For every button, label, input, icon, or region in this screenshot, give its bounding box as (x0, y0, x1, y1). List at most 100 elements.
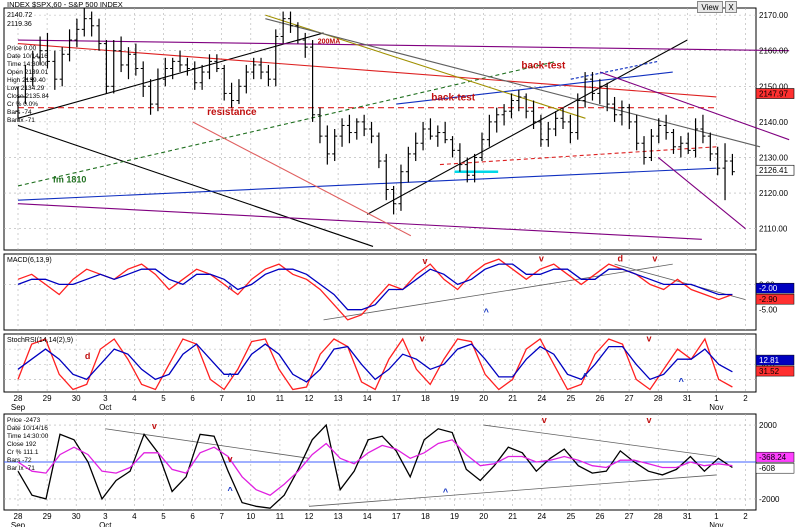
macd-tick-label: -5.00 (759, 306, 778, 315)
bottom-badge-text: -608 (759, 464, 776, 473)
info-box-line: Open 2139.01 (7, 69, 49, 76)
price-badge (755, 164, 795, 176)
upper-date-axis-day-label: 19 (450, 394, 459, 403)
bottom-annotation: v (542, 415, 547, 425)
trend-line (17, 60, 557, 187)
grid-layer (3, 7, 757, 511)
lower-date-axis-day-label: 18 (421, 512, 430, 521)
macd-annotation: v (422, 256, 427, 266)
lower-date-axis-month-label: Oct (99, 521, 112, 527)
info-box-line: Close 2135.84 (7, 93, 49, 100)
stoch-annotation: ^ (679, 376, 685, 386)
text-layer: back-test back-test resistance 200MA fm 1810… (7, 0, 685, 497)
trend-lines-layer (17, 14, 790, 507)
lower-date-axis-day-label: 3 (103, 512, 108, 521)
price-bars-layer (15, 8, 735, 215)
upper-date-axis-day-label: 6 (190, 394, 195, 403)
bottom-annotation: v (647, 415, 652, 425)
price-annotation: back-test (431, 93, 476, 104)
upper-date-axis-day-label: 25 (566, 394, 575, 403)
chart-title: INDEX $SPX,60 - S&P 500 INDEX (7, 0, 123, 9)
bottom-info-line: Time 14:30:00 (7, 433, 49, 440)
trend-line (265, 18, 761, 148)
upper-date-axis-day-label: 24 (537, 394, 546, 403)
bottom-annotation: v (152, 421, 157, 431)
lower-date-axis-day-label: 14 (363, 512, 372, 521)
upper-date-axis-day-label: 12 (305, 394, 314, 403)
upper-date-axis-month-label: Sep (11, 403, 26, 412)
upper-date-axis-day-label: 3 (103, 394, 108, 403)
trend-line (17, 39, 790, 52)
lower-date-axis-day-label: 10 (246, 512, 255, 521)
lower-date-axis-day-label: 2 (743, 512, 748, 521)
bottom-annotation: ^ (443, 487, 449, 497)
price-annotation: back-test (521, 61, 566, 72)
price-tick-label: 2110.00 (759, 225, 788, 234)
lower-date-axis-month-label: Nov (709, 521, 723, 527)
bottom-trend-line (105, 428, 310, 459)
macd-badge-text: -2.00 (759, 284, 778, 293)
lower-date-axis-day-label: 25 (566, 512, 575, 521)
lower-date-axis-day-label: 5 (161, 512, 166, 521)
bottom-trend-line (483, 424, 717, 457)
bottom-annotation: v (228, 454, 233, 464)
lower-date-axis-day-label: 20 (479, 512, 488, 521)
upper-date-axis-day-label: 14 (363, 394, 372, 403)
bottom-badge (755, 451, 795, 463)
macd-signal-line (17, 263, 733, 311)
price-badge (755, 88, 795, 99)
bottom-info-line: Bar lx -71 (7, 465, 35, 472)
bottom-badge (755, 462, 795, 474)
price-tick-label: 2120.00 (759, 189, 788, 198)
bottom-oscillator-line (17, 423, 733, 509)
upper-date-axis-day-label: 4 (132, 394, 137, 403)
lower-date-axis-day-label: 11 (276, 512, 285, 521)
upper-date-axis-day-label: 13 (334, 394, 343, 403)
stoch-badge-text: 31.52 (759, 367, 780, 376)
upper-date-axis-day-label: 30 (72, 394, 81, 403)
lower-date-axis-day-label: 28 (14, 512, 23, 521)
stoch-annotation: ^ (228, 371, 234, 381)
price-annotation: resistance (207, 107, 257, 118)
lower-date-axis-day-label: 13 (334, 512, 343, 521)
bottom-info-line: Price -2473 (7, 417, 41, 424)
price-tick-label: 2170.00 (759, 11, 788, 20)
trend-line (657, 157, 746, 230)
upper-date-axis-day-label: 1 (714, 394, 719, 403)
stoch-annotation: v (420, 334, 425, 344)
close-button[interactable]: X (725, 1, 737, 13)
lower-date-axis-day-label: 30 (72, 512, 81, 521)
price-tick-label: 2160.00 (759, 47, 788, 56)
indicator-layer (17, 258, 733, 509)
trend-line (17, 203, 702, 240)
lower-date-axis-day-label: 29 (43, 512, 52, 521)
upper-date-axis-month-label: Oct (99, 403, 112, 412)
info-box-line: Bar lx -71 (7, 117, 35, 124)
lower-date-axis-day-label: 6 (190, 512, 195, 521)
lower-date-axis-day-label: 4 (132, 512, 137, 521)
macd-line (17, 258, 733, 321)
view-button[interactable]: View (697, 1, 723, 13)
macd-annotation: v (539, 254, 544, 264)
bottom-tick-label: -2000 (759, 495, 780, 504)
axis-layer: 2170.00 2160.00 2150.00 2140.00 2130.00 2120.… (11, 11, 795, 527)
info-box-line: Low 2134.29 (7, 85, 45, 92)
upper-date-axis-day-label: 29 (43, 394, 52, 403)
upper-date-axis-day-label: 18 (421, 394, 430, 403)
price-tick-label: 2140.00 (759, 118, 788, 127)
info-box-line: Date 10/14/16 (7, 53, 48, 60)
info-box-line: High 2139.40 (7, 77, 46, 84)
bottom-tick-label: 2000 (759, 421, 777, 430)
upper-date-axis-day-label: 2 (743, 394, 748, 403)
lower-date-axis-day-label: 17 (392, 512, 401, 521)
macd-badge (755, 293, 795, 305)
lower-date-axis-month-label: Sep (11, 521, 26, 527)
stoch-annotation: v (647, 334, 652, 344)
price-annotation: fm 1810 (53, 174, 87, 184)
lower-date-axis-day-label: 7 (219, 512, 224, 521)
lower-date-axis-day-label: 19 (450, 512, 459, 521)
macd-annotation: v (652, 254, 657, 264)
stoch-label: StochRSI(14,14(2),9) (7, 337, 73, 344)
macd-trend-line (323, 263, 673, 321)
price-tick-label: 2130.00 (759, 153, 788, 162)
